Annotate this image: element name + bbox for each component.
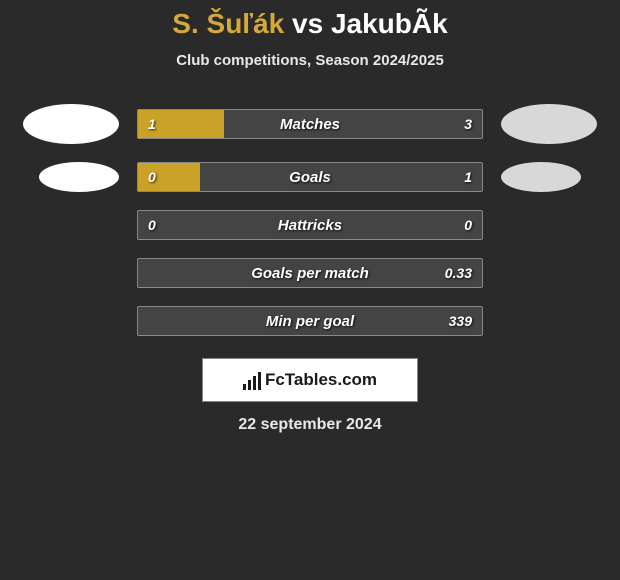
logo-bar: [258, 372, 261, 390]
logo-text: FcTables.com: [265, 370, 377, 390]
stat-bar: Goals per match0.33: [137, 258, 483, 288]
logo-content: FcTables.com: [243, 370, 377, 390]
stat-value-right: 3: [464, 116, 472, 132]
logo-bar: [253, 376, 256, 390]
stat-row: Goals per match0.33: [0, 258, 620, 288]
logo-bar: [243, 384, 246, 390]
stat-row: Min per goal339: [0, 306, 620, 336]
stat-bar: 0Goals1: [137, 162, 483, 192]
stat-label: Goals per match: [138, 265, 482, 282]
player2-name: JakubÃ­k: [331, 8, 448, 39]
player1-avatar: [23, 104, 119, 144]
stat-value-right: 0.33: [445, 265, 472, 281]
subtitle: Club competitions, Season 2024/2025: [0, 52, 620, 69]
player2-avatar: [501, 162, 581, 192]
date-text: 22 september 2024: [0, 416, 620, 434]
stat-value-right: 1: [464, 169, 472, 185]
player1-avatar: [39, 162, 119, 192]
stat-label: Min per goal: [138, 313, 482, 330]
vs-label: vs: [292, 8, 323, 39]
page-title: S. Šuľák vs JakubÃ­k: [0, 8, 620, 40]
player2-avatar: [501, 104, 597, 144]
logo-bar: [248, 380, 251, 390]
stat-label: Goals: [138, 169, 482, 186]
logo-chart-icon: [243, 370, 261, 390]
stat-value-right: 339: [449, 313, 472, 329]
stat-row: 1Matches3: [0, 104, 620, 144]
stat-bar: 0Hattricks0: [137, 210, 483, 240]
player1-name: S. Šuľák: [172, 8, 284, 39]
stat-bar: Min per goal339: [137, 306, 483, 336]
stat-label: Matches: [138, 116, 482, 133]
stat-value-right: 0: [464, 217, 472, 233]
stat-row: 0Hattricks0: [0, 210, 620, 240]
stat-label: Hattricks: [138, 217, 482, 234]
stat-row: 0Goals1: [0, 162, 620, 192]
stats-area: 1Matches30Goals10Hattricks0Goals per mat…: [0, 104, 620, 336]
comparison-widget: S. Šuľák vs JakubÃ­k Club competitions, …: [0, 0, 620, 434]
stat-bar: 1Matches3: [137, 109, 483, 139]
logo-box: FcTables.com: [202, 358, 418, 402]
